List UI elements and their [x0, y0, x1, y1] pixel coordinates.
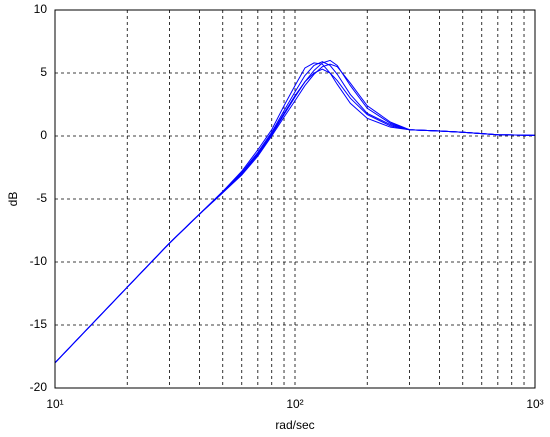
x-axis-label: rad/sec: [275, 418, 314, 432]
y-tick-label: 5: [40, 65, 47, 79]
y-axis-label: dB: [6, 192, 20, 207]
x-tick-label: 10¹: [46, 397, 63, 411]
plot-frame: [54, 9, 536, 389]
y-tick-label: 0: [40, 128, 47, 142]
y-tick-label: -15: [30, 317, 48, 331]
y-tick-label: 10: [34, 2, 48, 16]
x-tick-label: 10³: [526, 397, 543, 411]
y-tick-label: -10: [30, 254, 48, 268]
x-tick-label: 10²: [286, 397, 303, 411]
y-tick-label: -5: [36, 191, 47, 205]
data-line: [54, 63, 536, 364]
y-tick-label: -20: [30, 380, 48, 394]
